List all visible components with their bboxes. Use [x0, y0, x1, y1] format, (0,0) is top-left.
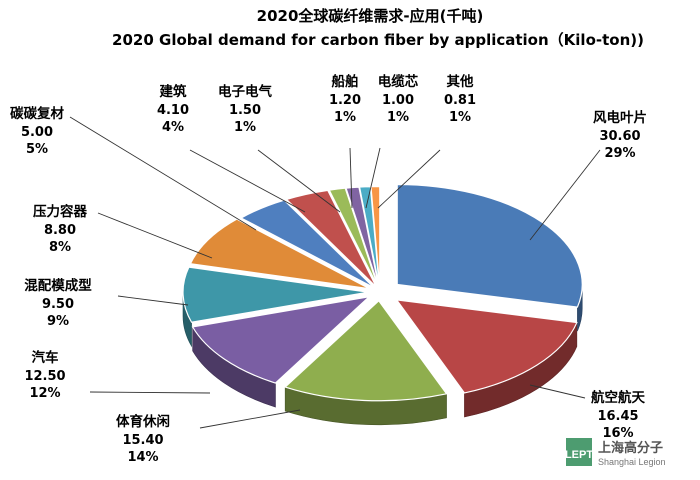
- slice-4-name-label: 汽车: [32, 349, 59, 366]
- slice-9-percent-label: 1%: [234, 120, 256, 135]
- slice-6-top: [189, 218, 370, 290]
- slice-11-value-label: 1.00: [382, 93, 414, 108]
- slice-11-name-label: 电缆芯: [378, 73, 419, 90]
- watermark-badge: LEPT: [566, 449, 593, 461]
- slice-1-value-label: 30.60: [599, 129, 640, 144]
- slice-9-top: [328, 187, 379, 287]
- slice-10-leader-line: [349, 147, 353, 209]
- slice-12-percent-label: 1%: [449, 110, 471, 125]
- leader-lines: [69, 116, 601, 429]
- slice-2-percent-label: 16%: [602, 426, 633, 441]
- slice-3-leader-line: [199, 409, 301, 429]
- slice-4-top: [191, 295, 371, 384]
- slice-labels: 风电叶片 30.60 29% 航空航天 16.45 16% 体育休闲 15.40 14% 汽车 12…: [10, 73, 647, 465]
- slice-8-value-label: 4.10: [157, 103, 189, 118]
- slice-9-name-label: 电子电气: [218, 83, 272, 100]
- watermark: LEPT 上海高分子 Shanghai Legion: [565, 436, 696, 474]
- slice-6-leader-line: [97, 212, 213, 259]
- slice-1-leader-line: [529, 149, 601, 241]
- slice-3-percent-label: 14%: [127, 450, 158, 465]
- slice-3-value-label: 15.40: [122, 433, 163, 448]
- slice-7-percent-label: 5%: [26, 142, 48, 157]
- slice-10-top: [345, 186, 380, 287]
- slice-5-percent-label: 9%: [47, 314, 69, 329]
- slice-12-value-label: 0.81: [444, 93, 476, 108]
- slice-5-top: [182, 266, 369, 323]
- slice-3-top: [284, 299, 448, 402]
- slice-7-name-label: 碳碳复材: [10, 105, 64, 122]
- slice-9-value-label: 1.50: [229, 103, 261, 118]
- slice-2-top: [395, 299, 578, 394]
- watermark-sub: Shanghai Legion: [598, 457, 666, 467]
- slice-4-value-label: 12.50: [24, 369, 65, 384]
- slice-12-name-label: 其他: [447, 73, 474, 90]
- slice-3-name-label: 体育休闲: [116, 413, 170, 430]
- slice-8-top: [285, 189, 377, 288]
- slice-4-percent-label: 12%: [29, 386, 60, 401]
- chart-subtitle: 2020 Global demand for carbon fiber by a…: [112, 31, 644, 49]
- slice-8-percent-label: 4%: [162, 120, 184, 135]
- slice-10-percent-label: 1%: [334, 110, 356, 125]
- slice-1-top: [396, 183, 583, 308]
- slice-5-value-label: 9.50: [42, 297, 74, 312]
- slice-4-leader-line: [89, 391, 211, 394]
- slice-12-leader-line: [377, 149, 441, 209]
- slice-7-value-label: 5.00: [21, 125, 53, 140]
- slice-2-leader-line: [529, 384, 586, 399]
- slice-6-name-label: 压力容器: [33, 203, 87, 220]
- slice-5-name-label: 混配模成型: [24, 277, 92, 294]
- slice-6-value-label: 8.80: [44, 223, 76, 238]
- slice-8-leader-line: [189, 149, 306, 213]
- chart-title: 2020全球碳纤维需求-应用(千吨): [257, 7, 484, 25]
- watermark-name: 上海高分子: [598, 440, 663, 456]
- slice-10-name-label: 船舶: [332, 73, 359, 90]
- slice-1-name-label: 风电叶片: [593, 109, 647, 126]
- slice-1-percent-label: 29%: [604, 146, 635, 161]
- pie-slices: [182, 183, 583, 426]
- slice-11-percent-label: 1%: [387, 110, 409, 125]
- slice-7-leader-line: [69, 116, 257, 231]
- slice-2-name-label: 航空航天: [591, 389, 645, 406]
- slice-7-top: [239, 199, 375, 289]
- slice-9-leader-line: [257, 149, 341, 213]
- slice-10-value-label: 1.20: [329, 93, 361, 108]
- slice-5-leader-line: [117, 295, 189, 306]
- slice-11-leader-line: [365, 147, 381, 209]
- slice-6-percent-label: 8%: [49, 240, 71, 255]
- slice-8-name-label: 建筑: [159, 83, 187, 100]
- watermark-logo: LEPT 上海高分子 Shanghai Legion: [565, 438, 666, 467]
- slice-2-value-label: 16.45: [597, 409, 638, 424]
